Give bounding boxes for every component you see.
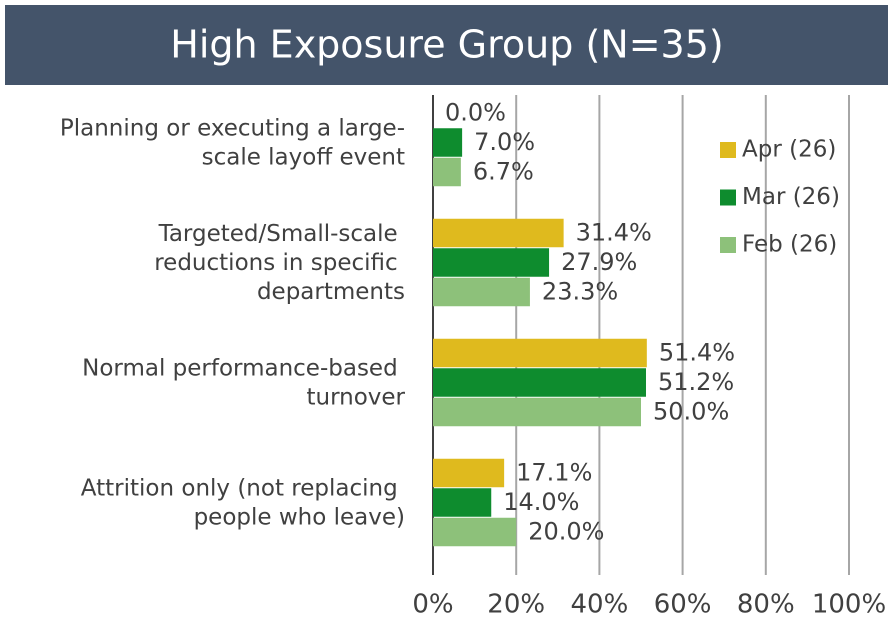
bar	[433, 157, 461, 187]
value-label: 17.1%	[516, 459, 592, 487]
legend-label: Mar (26)	[742, 184, 840, 210]
category-label: Targeted/Small-scale reductions in speci…	[154, 221, 405, 305]
bar	[433, 368, 646, 397]
bar	[433, 277, 530, 307]
legend-swatch	[720, 237, 736, 253]
value-label: 6.7%	[473, 158, 534, 186]
category-label: Planning or executing a large-scale layo…	[60, 115, 405, 170]
bar	[433, 218, 564, 248]
x-tick-label: 100%	[812, 590, 886, 620]
category-label: Normal performance-based turnover	[82, 355, 405, 410]
bar	[433, 517, 517, 547]
bar	[433, 488, 492, 517]
bar	[433, 248, 550, 277]
bar	[433, 458, 505, 488]
legend-label: Feb (26)	[742, 232, 837, 258]
x-tick-label: 40%	[571, 590, 629, 620]
category-label: Attrition only (not replacing people who…	[81, 475, 405, 530]
value-label: 0.0%	[445, 99, 506, 127]
value-label: 27.9%	[561, 248, 637, 276]
bar	[433, 338, 647, 368]
value-label: 51.4%	[659, 339, 735, 367]
x-tick-label: 20%	[487, 590, 545, 620]
chart-title: High Exposure Group (N=35)	[170, 23, 723, 67]
x-tick-label: 0%	[412, 590, 453, 620]
x-tick-label: 60%	[654, 590, 712, 620]
bar	[433, 397, 641, 427]
legend-swatch	[720, 142, 736, 158]
value-label: 14.0%	[503, 488, 579, 516]
value-label: 31.4%	[576, 219, 652, 247]
legend-swatch	[720, 189, 736, 206]
x-tick-label: 80%	[737, 590, 795, 620]
legend-label: Apr (26)	[742, 137, 836, 163]
value-label: 23.3%	[542, 278, 618, 306]
value-label: 50.0%	[653, 398, 729, 426]
value-label: 7.0%	[474, 128, 535, 156]
value-label: 20.0%	[528, 518, 604, 546]
bar	[433, 128, 463, 157]
title-banner	[5, 5, 888, 85]
value-label: 51.2%	[658, 368, 734, 396]
